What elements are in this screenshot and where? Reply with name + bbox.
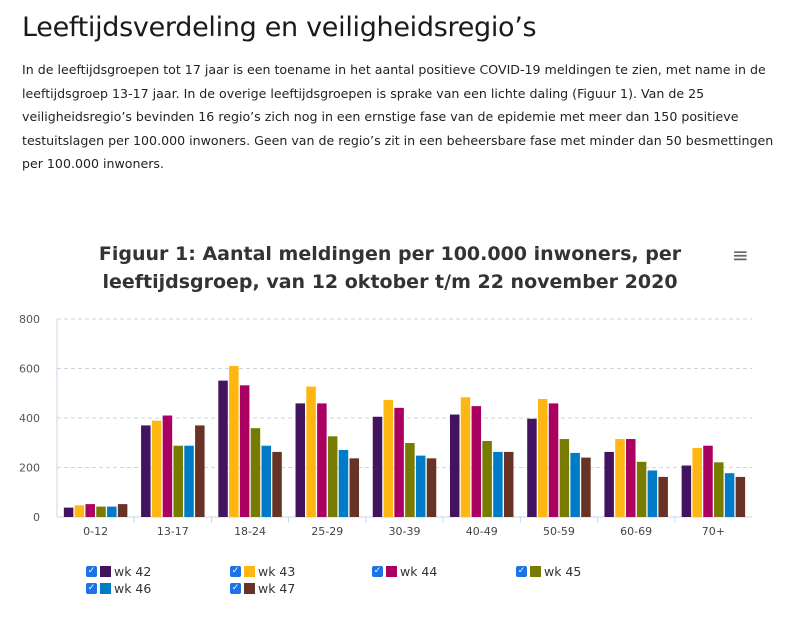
legend-label: wk 47: [258, 581, 296, 596]
bar-wk-42-30-39: [372, 416, 383, 517]
legend-swatch: [244, 583, 255, 594]
legend-item[interactable]: ✓ wk 42: [86, 564, 151, 579]
page-heading: Leeftijdsverdeling en veiligheidsregio’s: [22, 12, 537, 43]
bar-wk-45-60-69: [636, 461, 647, 517]
legend-label: wk 46: [114, 581, 152, 596]
bar-wk-46-70+: [724, 473, 735, 517]
bar-wk-47-40-49: [503, 451, 514, 517]
legend-item[interactable]: ✓ wk 43: [230, 564, 295, 579]
bar-wk-44-30-39: [394, 407, 404, 517]
bar-wk-43-13-17: [151, 420, 162, 517]
bar-wk-47-60-69: [658, 476, 668, 517]
x-tick-label: 40-49: [466, 525, 498, 538]
bar-wk-45-18-24: [250, 428, 261, 517]
bar-wk-47-25-29: [349, 458, 360, 517]
y-tick-label: 200: [19, 462, 40, 475]
bar-wk-45-0-12: [96, 506, 106, 517]
bar-wk-43-60-69: [615, 439, 625, 517]
legend-label: wk 44: [400, 564, 438, 579]
bar-wk-46-40-49: [493, 451, 503, 517]
x-tick-label: 25-29: [311, 525, 343, 538]
bar-wk-42-40-49: [449, 414, 460, 517]
bar-wk-45-70+: [714, 462, 724, 517]
bar-wk-42-70+: [681, 465, 692, 517]
bar-wk-46-30-39: [415, 455, 426, 517]
bar-wk-46-60-69: [647, 470, 658, 517]
bar-wk-47-70+: [735, 476, 746, 517]
bar-wk-46-13-17: [184, 445, 194, 517]
bar-wk-42-60-69: [604, 451, 614, 517]
y-tick-label: 0: [33, 511, 40, 524]
legend-item[interactable]: ✓ wk 45: [516, 564, 581, 579]
bar-wk-42-0-12: [63, 507, 74, 517]
legend-label: wk 45: [544, 564, 582, 579]
bar-wk-42-25-29: [295, 403, 306, 517]
bar-wk-47-18-24: [272, 451, 282, 517]
bar-wk-42-13-17: [141, 425, 151, 517]
chart-title: Figuur 1: Aantal meldingen per 100.000 i…: [98, 243, 682, 293]
legend-item[interactable]: ✓ wk 47: [230, 581, 295, 596]
legend-swatch: [244, 566, 255, 577]
legend-swatch: [100, 583, 111, 594]
bar-wk-47-0-12: [117, 504, 128, 517]
bar-wk-46-50-59: [570, 452, 580, 517]
bar-wk-42-50-59: [527, 418, 537, 517]
legend-item[interactable]: ✓ wk 44: [372, 564, 437, 579]
bar-wk-43-70+: [692, 447, 702, 517]
bar-wk-44-40-49: [471, 406, 482, 517]
bar-wk-47-13-17: [195, 425, 205, 517]
x-tick-label: 18-24: [234, 525, 266, 538]
bar-wk-44-50-59: [548, 403, 559, 517]
checkbox-checked-icon[interactable]: ✓: [230, 583, 241, 594]
bar-wk-46-25-29: [338, 449, 349, 517]
bar-wk-43-50-59: [537, 398, 548, 517]
hamburger-menu-icon[interactable]: ≡: [732, 243, 749, 267]
bar-wk-47-50-59: [581, 457, 591, 517]
legend-label: wk 43: [258, 564, 296, 579]
bar-wk-47-30-39: [426, 458, 437, 517]
bar-wk-45-30-39: [405, 442, 415, 517]
bar-wk-43-30-39: [383, 399, 394, 517]
checkbox-checked-icon[interactable]: ✓: [230, 566, 241, 577]
bar-wk-46-18-24: [261, 445, 272, 517]
y-tick-label: 600: [19, 363, 40, 376]
y-tick-label: 400: [19, 412, 40, 425]
legend-item[interactable]: ✓ wk 46: [86, 581, 151, 596]
checkbox-checked-icon[interactable]: ✓: [86, 566, 97, 577]
bar-wk-46-0-12: [107, 506, 117, 517]
bar-wk-42-18-24: [218, 380, 228, 517]
bar-wk-43-0-12: [74, 505, 85, 517]
checkbox-checked-icon[interactable]: ✓: [516, 566, 527, 577]
legend-label: wk 42: [114, 564, 152, 579]
checkbox-checked-icon[interactable]: ✓: [372, 566, 383, 577]
bar-wk-43-25-29: [306, 386, 316, 517]
bar-wk-43-18-24: [229, 366, 239, 517]
x-tick-label: 0-12: [83, 525, 108, 538]
checkbox-checked-icon[interactable]: ✓: [86, 583, 97, 594]
x-tick-label: 60-69: [620, 525, 652, 538]
bar-wk-44-0-12: [85, 504, 95, 517]
bar-wk-45-50-59: [559, 439, 570, 517]
legend-swatch: [530, 566, 541, 577]
legend-swatch: [386, 566, 397, 577]
bar-wk-44-25-29: [317, 403, 327, 517]
legend-swatch: [100, 566, 111, 577]
bar-wk-45-25-29: [327, 436, 338, 517]
intro-paragraph: In de leeftijdsgroepen tot 17 jaar is ee…: [22, 62, 774, 171]
bar-wk-45-40-49: [482, 441, 492, 517]
bar-wk-45-13-17: [173, 445, 183, 517]
bar-wk-43-40-49: [460, 397, 471, 517]
bar-wk-44-13-17: [162, 415, 173, 517]
x-tick-label: 50-59: [543, 525, 575, 538]
y-tick-label: 800: [19, 313, 40, 326]
bar-wk-44-18-24: [239, 385, 250, 517]
x-tick-label: 70+: [702, 525, 725, 538]
bar-wk-44-60-69: [626, 439, 636, 517]
bar-wk-44-70+: [703, 445, 713, 517]
x-tick-label: 13-17: [157, 525, 189, 538]
x-tick-label: 30-39: [389, 525, 421, 538]
